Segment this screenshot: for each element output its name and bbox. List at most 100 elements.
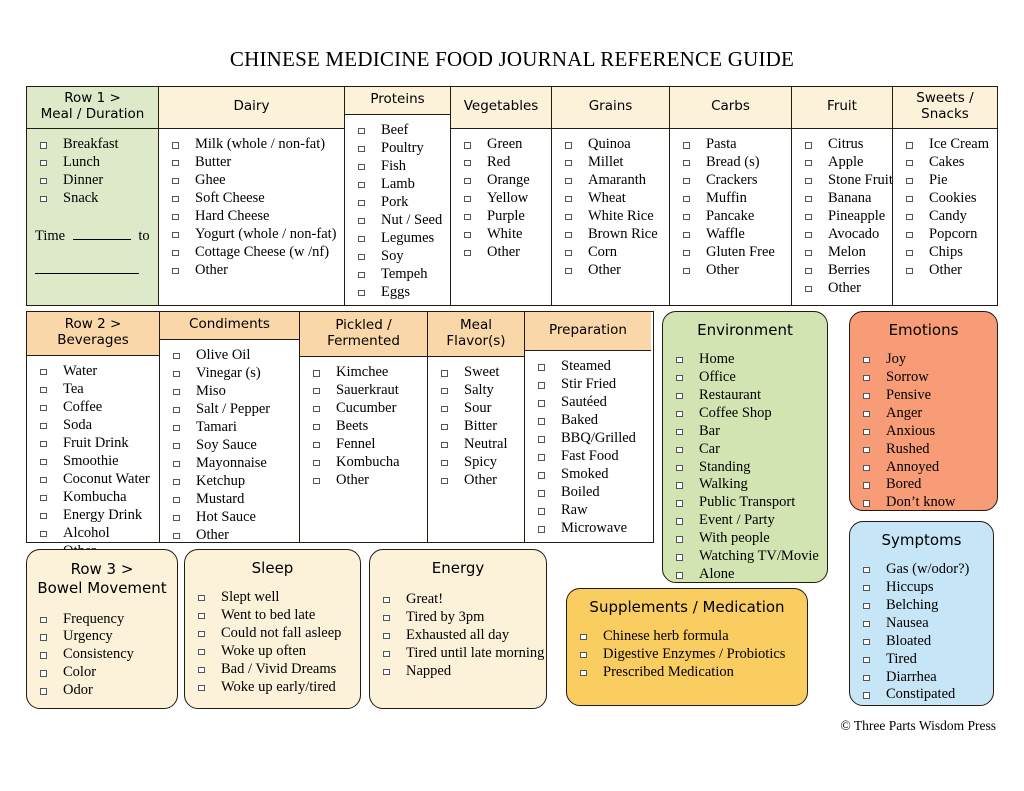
list-item[interactable]: Melon [802, 244, 888, 262]
list-item[interactable]: Pie [903, 172, 993, 190]
list-item[interactable]: Frequency [37, 611, 173, 629]
list-item[interactable]: Boiled [535, 484, 647, 502]
list-item[interactable]: With people [673, 530, 823, 548]
list-item[interactable]: Tempeh [355, 266, 446, 284]
list-item[interactable]: Lamb [355, 176, 446, 194]
list-item[interactable]: Raw [535, 502, 647, 520]
list-item[interactable]: Tired until late morning [380, 645, 544, 663]
list-item[interactable]: Standing [673, 459, 823, 477]
list-item[interactable]: Soy [355, 248, 446, 266]
list-item[interactable]: Coffee Shop [673, 405, 823, 423]
list-item[interactable]: Eggs [355, 284, 446, 302]
list-item[interactable]: Cakes [903, 154, 993, 172]
list-item[interactable]: Alcohol [37, 525, 155, 543]
list-item[interactable]: Kombucha [310, 454, 423, 472]
list-item[interactable]: Kimchee [310, 364, 423, 382]
list-item[interactable]: Baked [535, 412, 647, 430]
list-item[interactable]: Nausea [860, 615, 989, 633]
list-item[interactable]: Olive Oil [170, 347, 295, 365]
list-item[interactable]: Bloated [860, 633, 989, 651]
list-item[interactable]: Event / Party [673, 512, 823, 530]
list-item[interactable]: Diarrhea [860, 669, 989, 687]
list-item[interactable]: Vinegar (s) [170, 365, 295, 383]
list-item[interactable]: Smoked [535, 466, 647, 484]
list-item[interactable]: Wheat [562, 190, 665, 208]
list-item[interactable]: Neutral [438, 436, 520, 454]
list-item[interactable]: Hard Cheese [169, 208, 340, 226]
list-item[interactable]: Amaranth [562, 172, 665, 190]
list-item[interactable]: Great! [380, 591, 542, 609]
list-item[interactable]: Avocado [802, 226, 888, 244]
list-item[interactable]: Office [673, 369, 823, 387]
list-item[interactable]: Smoothie [37, 453, 155, 471]
list-item[interactable]: Bitter [438, 418, 520, 436]
list-item[interactable]: Berries [802, 262, 888, 280]
list-item[interactable]: Brown Rice [562, 226, 665, 244]
list-item[interactable]: Banana [802, 190, 888, 208]
list-item[interactable]: Soda [37, 417, 155, 435]
list-item[interactable]: Could not fall asleep [195, 625, 356, 643]
list-item[interactable]: Pensive [860, 387, 993, 405]
list-item[interactable]: Mayonnaise [170, 455, 295, 473]
list-item[interactable]: Soft Cheese [169, 190, 340, 208]
list-item[interactable]: Corn [562, 244, 665, 262]
list-item[interactable]: Bread (s) [680, 154, 787, 172]
list-item[interactable]: Other [310, 472, 423, 490]
list-item[interactable]: BBQ/Grilled [535, 430, 647, 448]
list-item[interactable]: Purple [461, 208, 547, 226]
list-item[interactable]: Citrus [802, 136, 888, 154]
list-item[interactable]: Orange [461, 172, 547, 190]
time-end-field[interactable] [35, 271, 139, 274]
list-item[interactable]: Beets [310, 418, 423, 436]
list-item[interactable]: Stone Fruit [802, 172, 893, 190]
list-item[interactable]: Millet [562, 154, 665, 172]
time-start-field[interactable] [72, 226, 131, 240]
list-item[interactable]: Nut / Seed [355, 212, 446, 230]
list-item[interactable]: Coconut Water [37, 471, 155, 489]
list-item[interactable]: Sour [438, 400, 520, 418]
list-item[interactable]: Stir Fried [535, 376, 647, 394]
list-item[interactable]: Public Transport [673, 494, 823, 512]
list-item[interactable]: Napped [380, 663, 542, 681]
list-item[interactable]: Other [562, 262, 665, 280]
list-item[interactable]: Bad / Vivid Dreams [195, 661, 356, 679]
list-item[interactable]: Other [461, 244, 547, 262]
list-item[interactable]: Salty [438, 382, 520, 400]
list-item[interactable]: Other [680, 262, 787, 280]
list-item[interactable]: Milk (whole / non-fat) [169, 136, 340, 154]
list-item[interactable]: Rushed [860, 441, 993, 459]
list-item[interactable]: Tamari [170, 419, 295, 437]
list-item[interactable]: Chinese herb formula [577, 628, 803, 646]
list-item[interactable]: Lunch [37, 154, 154, 172]
list-item[interactable]: Coffee [37, 399, 155, 417]
list-item[interactable]: Gas (w/odor?) [860, 561, 989, 579]
list-item[interactable]: Butter [169, 154, 340, 172]
list-item[interactable]: Prescribed Medication [577, 664, 803, 682]
list-item[interactable]: Color [37, 664, 173, 682]
list-item[interactable]: Hot Sauce [170, 509, 295, 527]
list-item[interactable]: Tea [37, 381, 155, 399]
list-item[interactable]: Chips [903, 244, 993, 262]
list-item[interactable]: Alone [673, 566, 823, 584]
list-item[interactable]: Quinoa [562, 136, 665, 154]
list-item[interactable]: Cucumber [310, 400, 423, 418]
list-item[interactable]: Waffle [680, 226, 787, 244]
list-item[interactable]: Hiccups [860, 579, 989, 597]
list-item[interactable]: Yogurt (whole / non-fat) [169, 226, 340, 244]
list-item[interactable]: Kombucha [37, 489, 155, 507]
list-item[interactable]: Cookies [903, 190, 993, 208]
list-item[interactable]: Watching TV/Movie [673, 548, 823, 566]
list-item[interactable]: Other [802, 280, 888, 298]
list-item[interactable]: Yellow [461, 190, 547, 208]
list-item[interactable]: Pasta [680, 136, 787, 154]
list-item[interactable]: Bar [673, 423, 823, 441]
list-item[interactable]: Tired by 3pm [380, 609, 542, 627]
list-item[interactable]: Water [37, 363, 155, 381]
list-item[interactable]: Cottage Cheese (w /nf) [169, 244, 340, 262]
list-item[interactable]: Snack [37, 190, 154, 208]
list-item[interactable]: Urgency [37, 628, 173, 646]
list-item[interactable]: Legumes [355, 230, 446, 248]
list-item[interactable]: Red [461, 154, 547, 172]
list-item[interactable]: Pancake [680, 208, 787, 226]
list-item[interactable]: Green [461, 136, 547, 154]
